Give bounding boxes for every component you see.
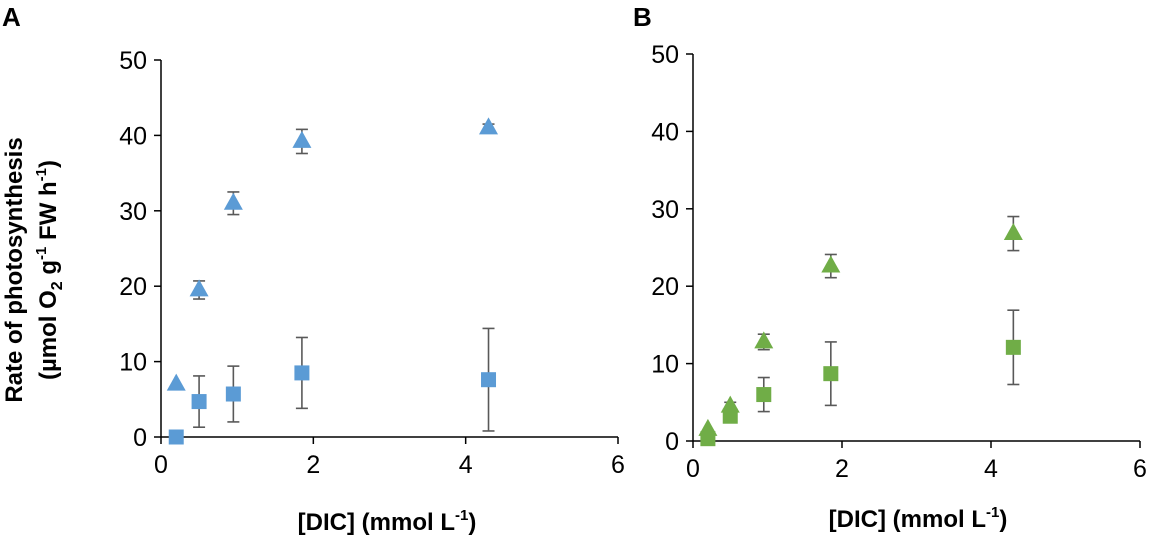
y-tick-label: 50 [119, 47, 147, 75]
square-point [168, 429, 184, 445]
y-tick-label: 30 [651, 196, 679, 224]
triangle-point [166, 373, 186, 391]
y-tick-label: 40 [119, 122, 147, 150]
x-tick-label: 2 [306, 451, 320, 479]
y-tick-label: 0 [133, 424, 147, 452]
x-tick-label: 0 [686, 455, 700, 483]
square-point [722, 408, 738, 424]
y-tick-label: 20 [651, 273, 679, 301]
x-axis-title-b: [DIC] (mmol L-1) [829, 504, 1008, 533]
square-point [294, 365, 310, 381]
square-point [1005, 339, 1021, 355]
y-axis-title-line2: (µmol O2 g-1 FW h-1) [33, 160, 66, 380]
triangle-point [821, 255, 841, 273]
x-axis-title-a: [DIC] (mmol L-1) [298, 507, 477, 536]
triangle-point [292, 130, 312, 148]
square-point [756, 387, 772, 403]
square-point [225, 386, 241, 402]
y-tick-label: 50 [651, 41, 679, 69]
x-tick-label: 6 [1133, 455, 1147, 483]
panel-a-plot: 0 10 20 30 40 50 0 2 4 6 [119, 47, 625, 479]
x-tick-label: 2 [835, 455, 849, 483]
panel-label-a: A [2, 2, 21, 32]
y-tick-label: 40 [651, 118, 679, 146]
triangle-point [223, 192, 243, 210]
x-tick-label: 6 [611, 451, 625, 479]
y-tick-label: 10 [119, 349, 147, 377]
y-axis-title: Rate of photosynthesis (µmol O2 g-1 FW h… [1, 137, 66, 402]
x-tick-label: 0 [154, 451, 168, 479]
square-point [823, 366, 839, 382]
panel-label-b: B [633, 2, 652, 32]
x-tick-label: 4 [459, 451, 473, 479]
y-tick-label: 10 [651, 351, 679, 379]
triangle-point [720, 395, 740, 413]
y-tick-label: 0 [665, 428, 679, 456]
triangle-point [189, 279, 209, 297]
triangle-point [754, 331, 774, 349]
triangle-point [479, 117, 499, 135]
y-axis-title-line1: Rate of photosynthesis [1, 137, 28, 402]
square-point [481, 372, 497, 388]
panel-b-plot: 0 10 20 30 40 50 0 2 4 6 [651, 41, 1147, 483]
x-tick-label: 4 [984, 455, 998, 483]
square-point [700, 431, 716, 447]
square-point [191, 394, 207, 410]
y-tick-label: 20 [119, 273, 147, 301]
y-tick-label: 30 [119, 198, 147, 226]
triangle-point [1003, 223, 1023, 241]
